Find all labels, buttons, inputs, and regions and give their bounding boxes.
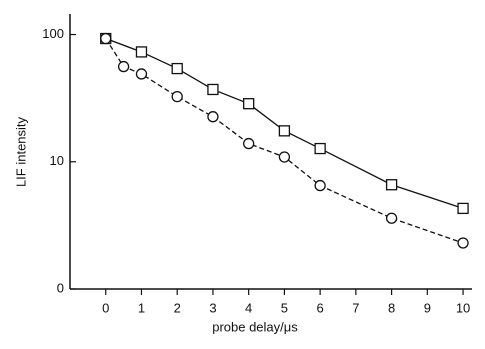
y-axis-label: LIF intensity bbox=[13, 116, 28, 187]
marker bbox=[314, 142, 326, 155]
marker bbox=[135, 46, 148, 58]
x-tick-label: 7 bbox=[352, 300, 359, 315]
marker bbox=[135, 68, 148, 80]
marker bbox=[100, 32, 112, 45]
x-tick-label: 5 bbox=[281, 300, 288, 315]
x-tick-label: 2 bbox=[174, 300, 181, 315]
marker bbox=[385, 179, 398, 191]
marker bbox=[207, 111, 219, 123]
series-line bbox=[105, 37, 464, 210]
marker bbox=[243, 137, 255, 150]
x-tick-label: 4 bbox=[245, 300, 252, 315]
marker bbox=[278, 151, 291, 163]
x-tick-label: 9 bbox=[424, 300, 431, 315]
x-tick-label: 8 bbox=[388, 300, 395, 315]
x-tick-label: 10 bbox=[456, 300, 470, 315]
y-tick-label: 100 bbox=[42, 26, 64, 41]
marker bbox=[117, 60, 130, 73]
marker bbox=[207, 83, 219, 96]
x-tick-label: 0 bbox=[102, 300, 109, 315]
y-tick-label: 10 bbox=[50, 153, 64, 168]
marker bbox=[243, 98, 255, 110]
x-tick-label: 1 bbox=[138, 300, 145, 315]
y-tick-label: 0 bbox=[57, 280, 64, 295]
x-axis-label: probe delay/μs bbox=[212, 319, 298, 334]
marker bbox=[457, 237, 469, 249]
marker bbox=[171, 62, 183, 75]
x-tick-label: 6 bbox=[317, 300, 324, 315]
x-tick-label: 3 bbox=[209, 300, 216, 315]
marker bbox=[457, 202, 469, 215]
marker bbox=[278, 125, 291, 137]
series-line bbox=[105, 38, 464, 244]
marker bbox=[385, 212, 398, 224]
marker bbox=[171, 90, 183, 103]
marker bbox=[314, 179, 326, 192]
